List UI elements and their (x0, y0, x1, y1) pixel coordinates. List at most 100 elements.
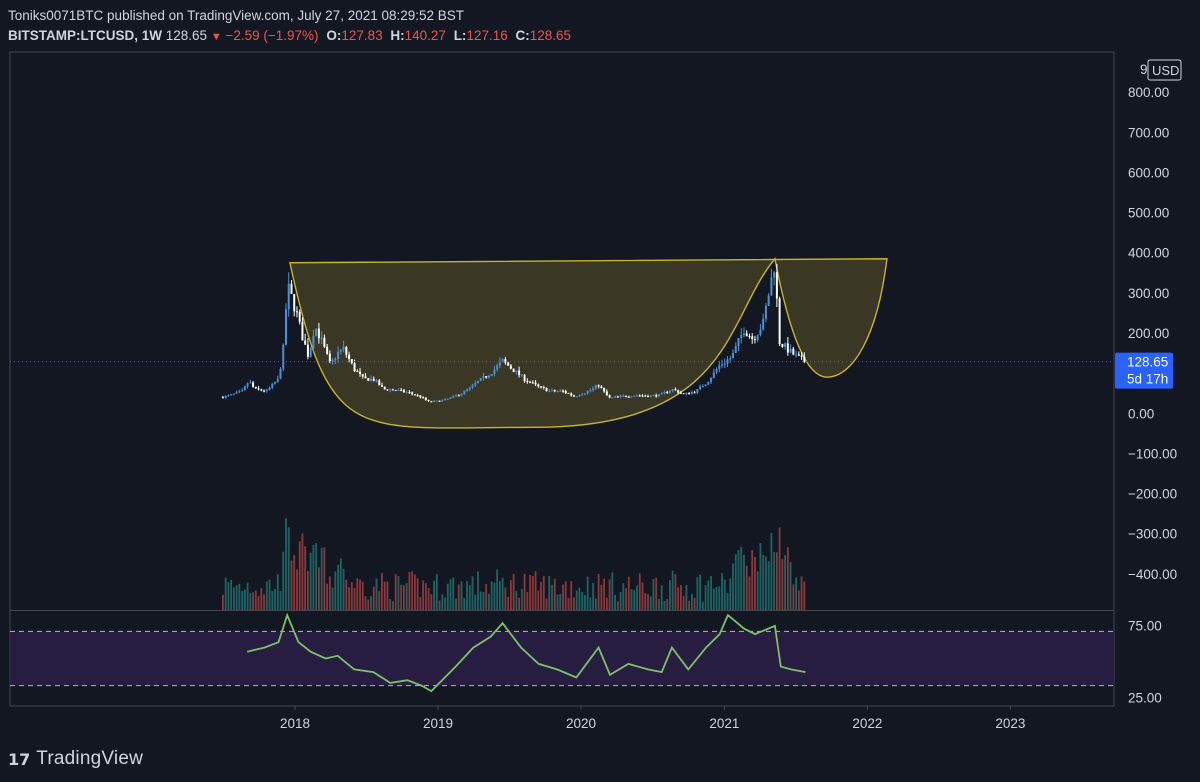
price-tick-label: 600.00 (1128, 165, 1169, 180)
candle (378, 379, 381, 386)
volume-bar (471, 576, 474, 610)
volume-bar (496, 569, 499, 610)
volume-bar (312, 544, 315, 610)
candle (249, 379, 252, 384)
price-axis[interactable]: 800.00 700.00 600.00 500.00 400.00 300.00 200.… (1115, 59, 1182, 705)
volume-bar (249, 593, 252, 610)
volume-bar (669, 580, 671, 610)
candle (605, 389, 608, 396)
candle (312, 329, 315, 352)
volume-bar (512, 573, 515, 610)
volume-bar (542, 576, 545, 610)
volume-bar (581, 592, 584, 610)
candle-body (468, 387, 471, 390)
volume-bar (293, 554, 296, 610)
candle-body (597, 385, 600, 387)
candle-body (397, 389, 400, 391)
candle-body (430, 401, 433, 403)
candle (408, 390, 411, 394)
candle (792, 346, 795, 356)
candle (380, 382, 383, 388)
candle (710, 377, 713, 384)
low-value: 127.16 (466, 28, 508, 43)
candle (753, 335, 756, 344)
tradingview-logo-icon: 17 (8, 749, 31, 769)
volume-bar (490, 581, 493, 610)
candle-body (627, 396, 630, 398)
candle (693, 390, 696, 394)
candle (682, 392, 685, 395)
rsi-panel (10, 630, 1114, 687)
time-tick-label: 2023 (995, 716, 1025, 731)
candle-body (356, 371, 359, 373)
volume-bar (413, 574, 416, 610)
candle (487, 374, 490, 379)
candle (496, 363, 499, 372)
candle-body (312, 335, 315, 349)
candle-body (257, 388, 260, 390)
candle (485, 375, 488, 379)
volume-bar (309, 552, 312, 610)
candle-body (337, 351, 340, 359)
candle-body (789, 348, 792, 353)
candle-body (699, 386, 702, 389)
price-tick-label: −100.00 (1128, 446, 1177, 461)
volume-bar (397, 575, 400, 610)
candle (594, 384, 597, 391)
volume-bar (781, 559, 784, 610)
symbol-label[interactable]: BITSTAMP:LTCUSD, 1W (8, 28, 162, 43)
candle (276, 375, 279, 383)
volume-bar (485, 584, 488, 610)
volume-bar (553, 578, 556, 610)
candle (372, 376, 375, 382)
time-axis[interactable]: 2018 2019 2020 2021 2022 2023 (280, 706, 1025, 731)
volume-bar (381, 573, 383, 610)
candle-body (364, 376, 367, 379)
candle-body (540, 386, 543, 388)
tradingview-footer[interactable]: 17 TradingView (8, 748, 143, 770)
candle (526, 378, 529, 384)
candle-body (276, 378, 279, 383)
candle (274, 381, 277, 385)
volume-bar (638, 573, 641, 610)
rsi-tick-label: 75.00 (1128, 619, 1162, 634)
candle (748, 333, 751, 339)
candle (567, 392, 570, 395)
volume-bar (619, 592, 622, 610)
volume-bar (372, 586, 375, 610)
candle (699, 384, 702, 391)
volume-bar (424, 583, 427, 610)
candle-body (663, 392, 666, 394)
volume-bar (726, 593, 729, 610)
candle (696, 388, 699, 395)
candle (636, 394, 639, 397)
volume-bar (729, 578, 732, 610)
candle-body (512, 368, 515, 373)
candle-body (660, 393, 663, 395)
volume-bar (784, 555, 787, 610)
candle-body (435, 400, 438, 402)
candle (690, 390, 693, 395)
candle-body (386, 389, 389, 391)
candle (751, 333, 754, 344)
volume-bar (252, 592, 254, 610)
candle (619, 394, 622, 398)
candle-body (394, 390, 397, 392)
candle-body (748, 336, 751, 338)
candle (405, 390, 408, 394)
candle (663, 390, 666, 395)
candle (515, 370, 518, 375)
candle-body (644, 395, 647, 397)
high-value: 140.27 (404, 28, 446, 43)
candle (364, 373, 367, 379)
volume-bar (603, 578, 606, 610)
candle-body (729, 358, 732, 360)
candle (298, 309, 301, 325)
volume-bar (660, 585, 663, 610)
price-change: −2.59 (−1.97%) (225, 28, 319, 43)
volume-bar (537, 590, 540, 610)
candle (230, 393, 233, 396)
volume-bar (688, 600, 691, 610)
candle-body (474, 383, 477, 386)
